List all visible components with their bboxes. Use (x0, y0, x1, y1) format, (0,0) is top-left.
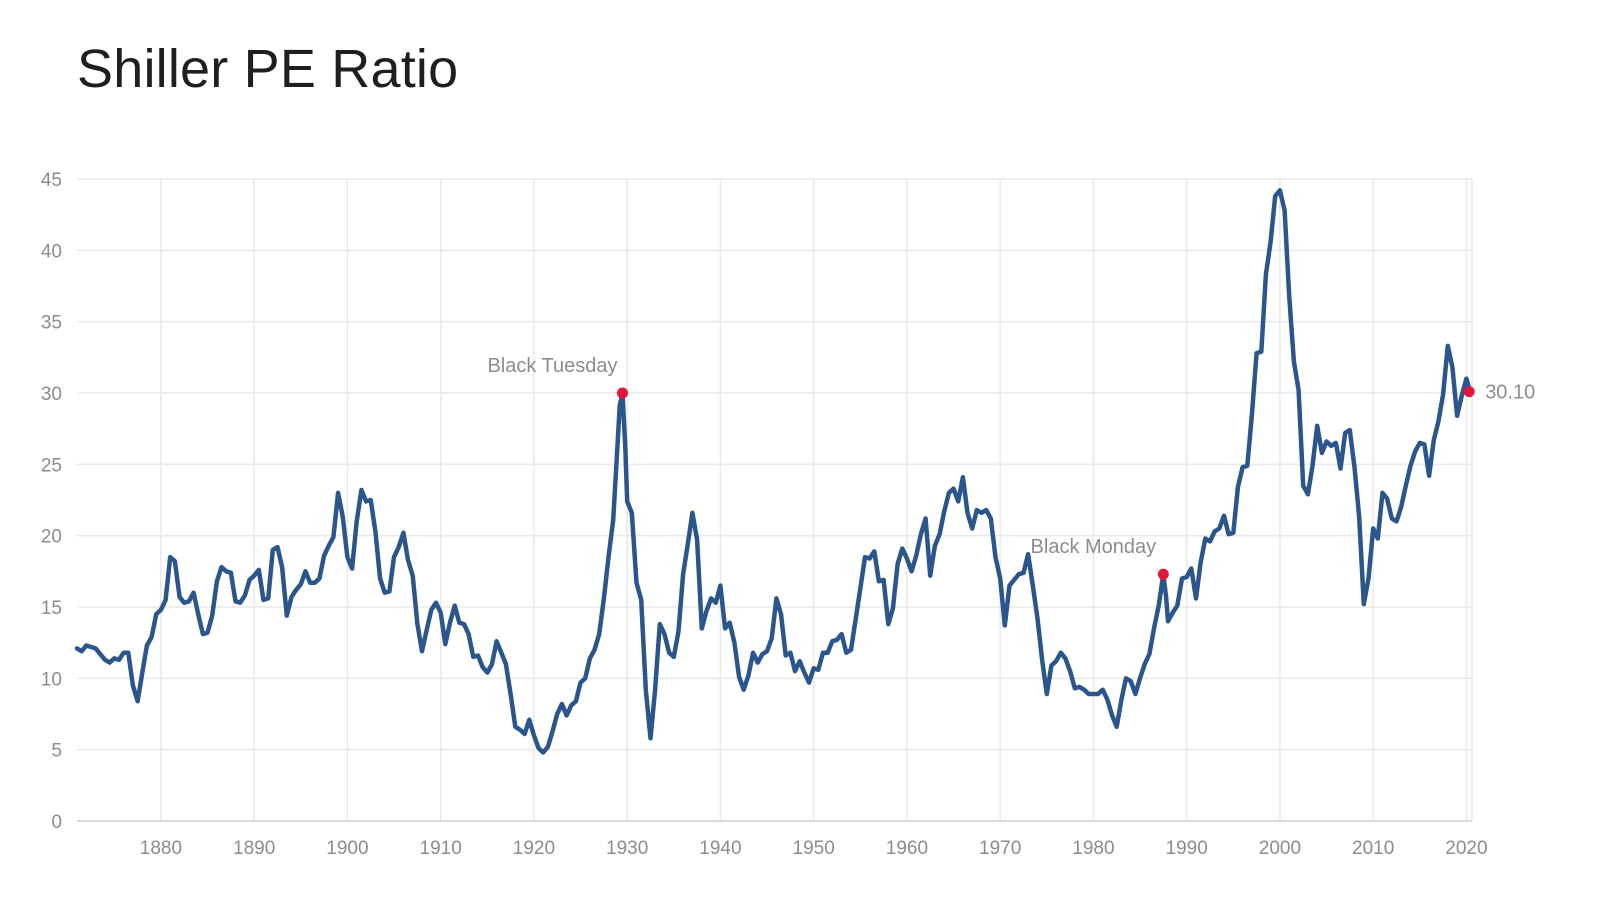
y-tick-label-5: 5 (51, 741, 62, 762)
x-tick-label-1930: 1930 (606, 838, 648, 859)
annotation-marker-black-tuesday (617, 387, 629, 399)
y-tick-label-25: 25 (41, 455, 62, 476)
y-tick-label-10: 10 (41, 669, 62, 690)
x-tick-label-1920: 1920 (513, 838, 555, 859)
y-tick-label-30: 30 (41, 384, 62, 405)
horizontal-gridlines (77, 178, 1472, 751)
x-tick-label-2020: 2020 (1445, 838, 1487, 859)
chart-title: Shiller PE Ratio (77, 39, 459, 99)
x-tick-label-2010: 2010 (1352, 838, 1394, 859)
y-axis-tick-labels: 0 5 10 15 20 25 30 35 40 45 (41, 170, 62, 833)
x-tick-label-1960: 1960 (886, 838, 928, 859)
x-tick-label-2000: 2000 (1259, 838, 1301, 859)
y-tick-label-40: 40 (41, 241, 62, 262)
series-line-shiller-pe (74, 188, 1475, 755)
annotation-marker-black-monday (1157, 568, 1169, 580)
annotation-label-30-10: 30.10 (1485, 382, 1535, 404)
x-axis-tick-labels: 1880 1890 1900 1910 1920 1930 1940 1950 1960 1970… (140, 838, 1488, 859)
x-tick-label-1880: 1880 (140, 838, 182, 859)
x-tick-label-1980: 1980 (1072, 838, 1114, 859)
annotation-label-black-monday: Black Monday (1031, 536, 1157, 558)
annotations: Black Tuesday Black Monday 30.10 (487, 355, 1535, 580)
x-tick-label-1970: 1970 (979, 838, 1021, 859)
x-tick-label-1900: 1900 (326, 838, 368, 859)
y-tick-label-45: 45 (41, 170, 62, 191)
x-tick-label-1890: 1890 (233, 838, 275, 859)
vertical-gridlines (160, 179, 1473, 821)
y-tick-label-0: 0 (51, 812, 62, 833)
annotation-marker-30-10 (1463, 386, 1475, 398)
x-tick-label-1990: 1990 (1166, 838, 1208, 859)
y-tick-label-35: 35 (41, 313, 62, 334)
annotation-label-black-tuesday: Black Tuesday (487, 355, 617, 377)
x-tick-label-1910: 1910 (420, 838, 462, 859)
y-tick-label-20: 20 (41, 527, 62, 548)
x-tick-label-1940: 1940 (699, 838, 741, 859)
y-tick-label-15: 15 (41, 598, 62, 619)
x-tick-label-1950: 1950 (793, 838, 835, 859)
